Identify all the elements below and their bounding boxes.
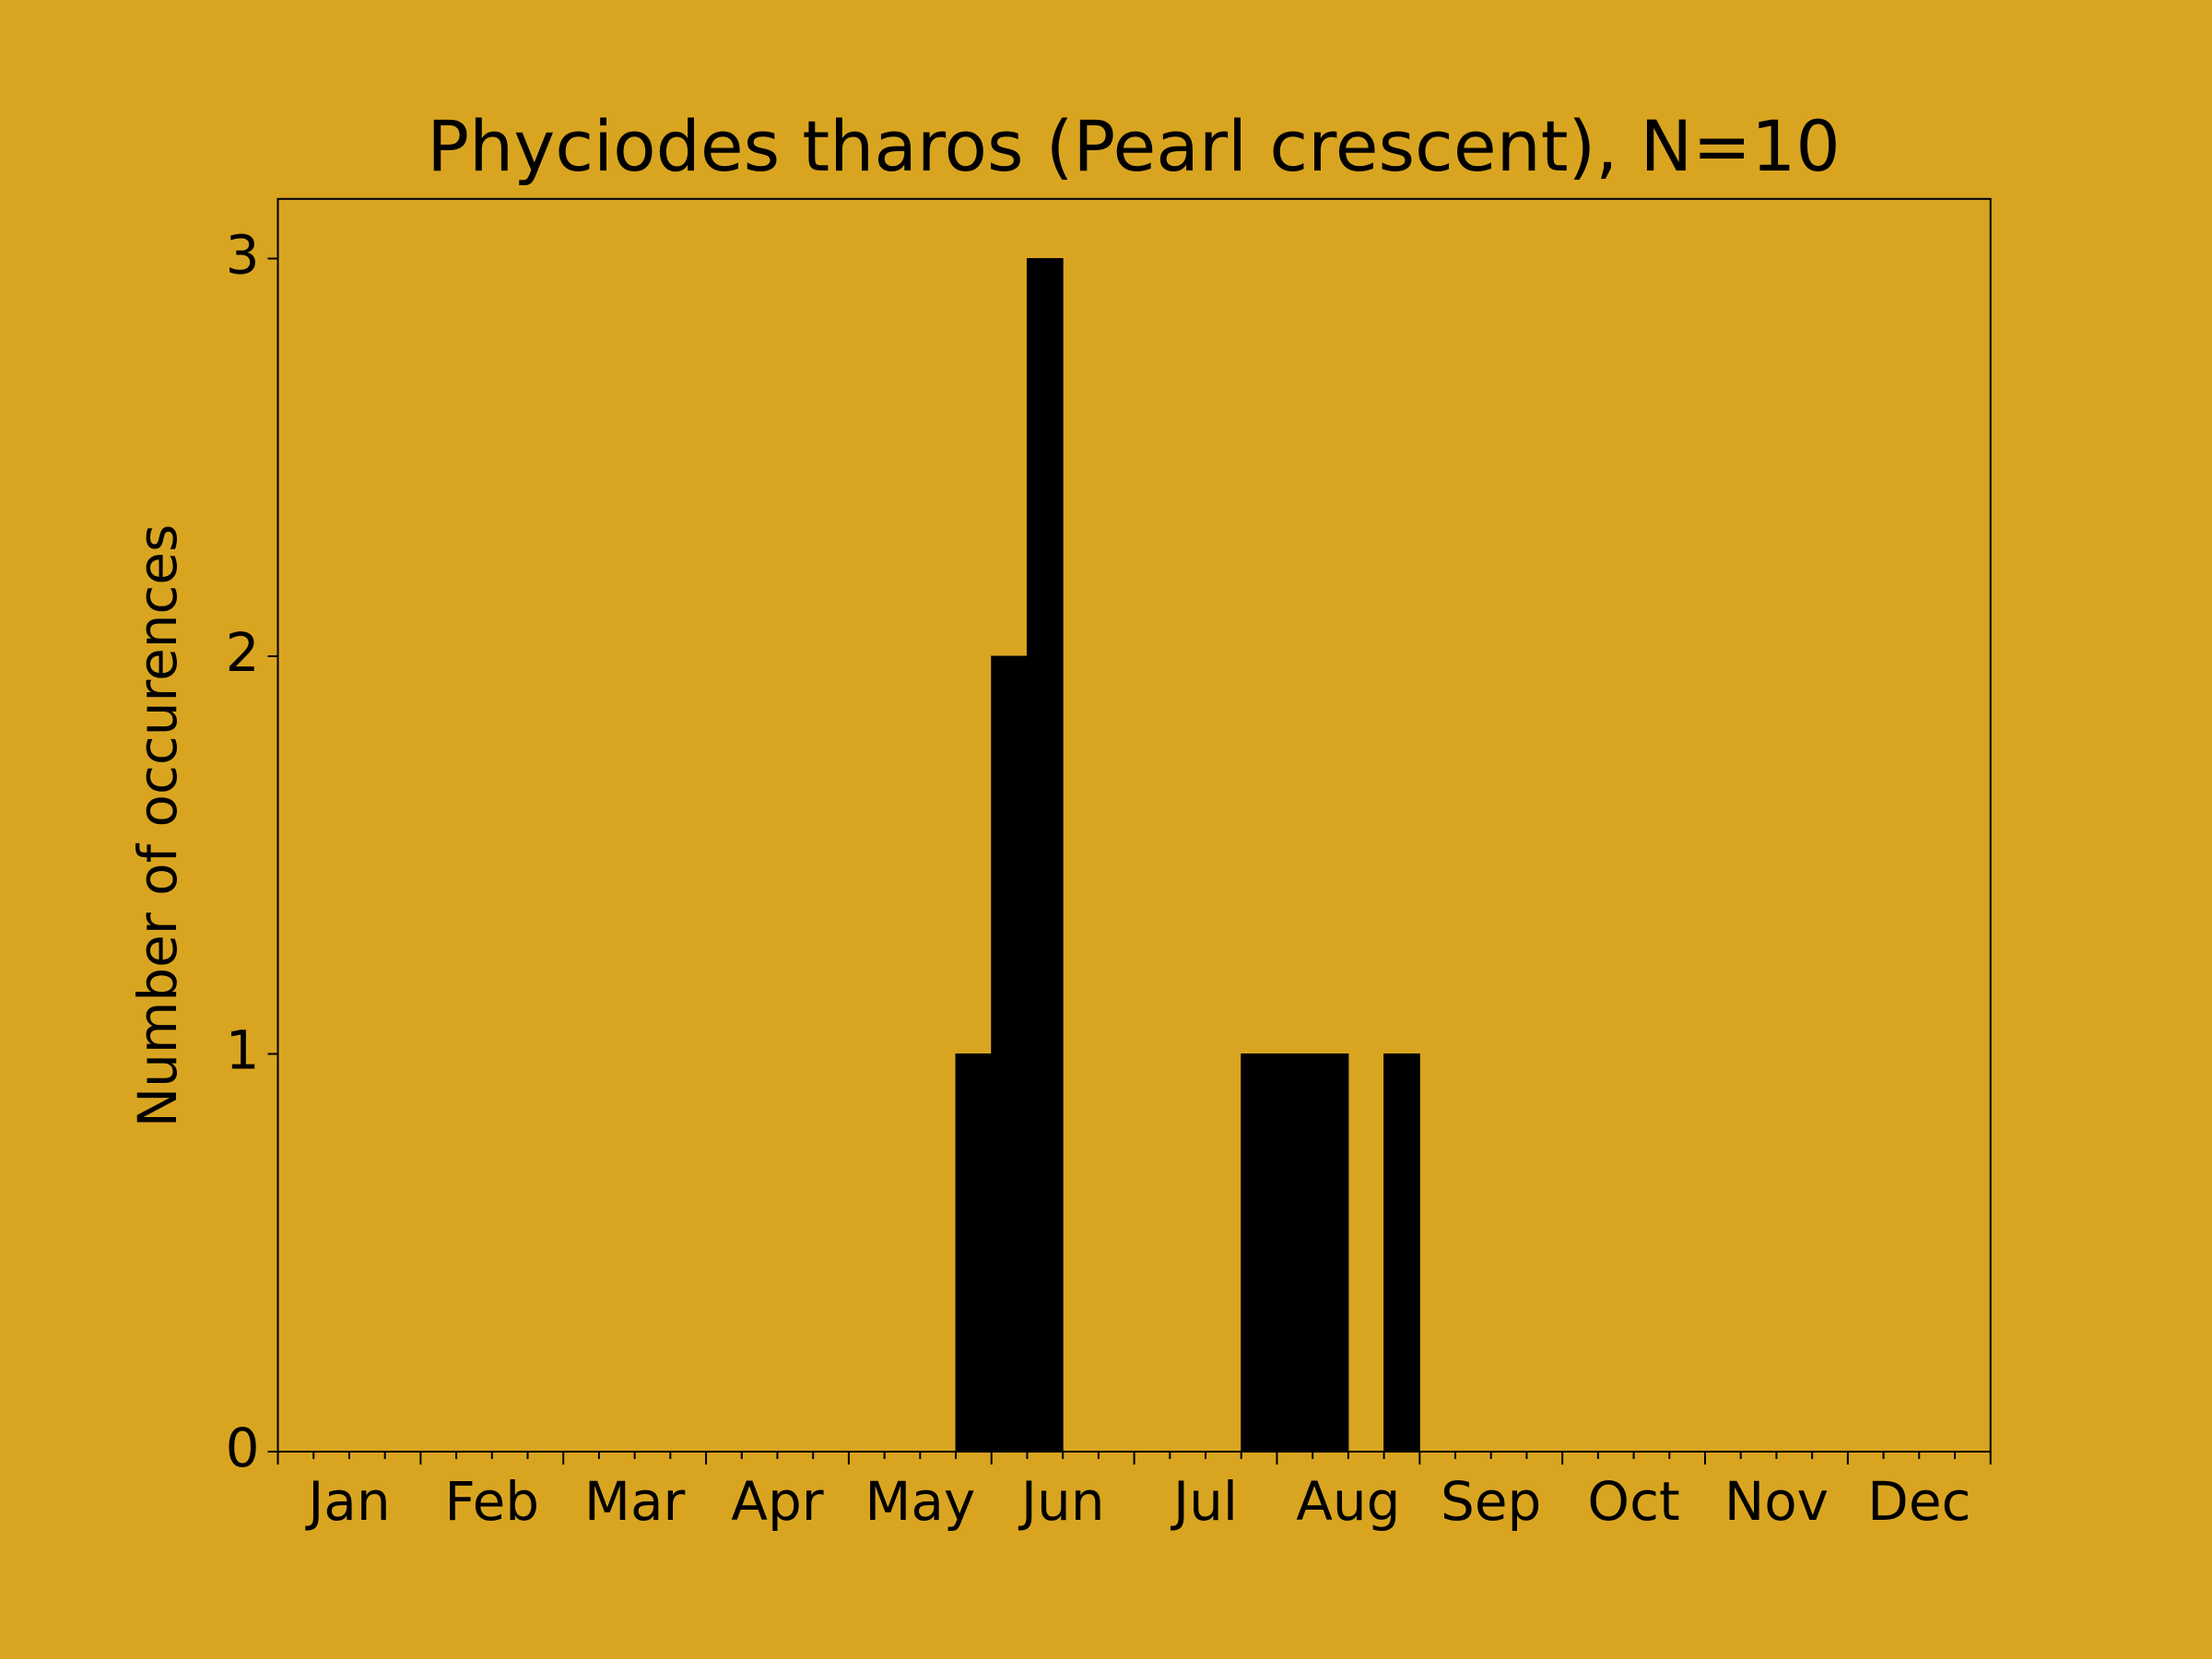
y-tick-label: 2 [226, 621, 260, 684]
x-tick-label: Feb [444, 1470, 539, 1533]
bar [991, 655, 1028, 1453]
bar [1026, 258, 1064, 1453]
x-tick-label: Jan [305, 1470, 390, 1533]
y-tick-label: 0 [226, 1417, 260, 1479]
bar [1276, 1053, 1313, 1453]
y-tick-label: 3 [226, 224, 260, 287]
x-tick-label: Sep [1441, 1470, 1541, 1533]
plot-frame [276, 197, 1992, 1453]
bar [1241, 1053, 1277, 1453]
x-tick-label: May [865, 1470, 975, 1533]
y-axis-label: Number of occurences [126, 524, 189, 1128]
x-tick-label: Apr [731, 1470, 823, 1533]
bar [1383, 1053, 1420, 1453]
y-tick-label: 1 [226, 1019, 260, 1082]
x-tick-label: Jun [1018, 1470, 1105, 1533]
chart-title: Phyciodes tharos (Pearl crescent), N=10 [427, 105, 1841, 187]
x-tick-label: Oct [1587, 1470, 1679, 1533]
x-tick-label: Nov [1724, 1470, 1829, 1533]
bar [955, 1053, 993, 1453]
bar [1312, 1053, 1349, 1453]
x-tick-label: Aug [1296, 1470, 1400, 1533]
x-tick-label: Jul [1171, 1470, 1238, 1533]
x-tick-label: Mar [584, 1470, 686, 1533]
x-tick-label: Dec [1867, 1470, 1971, 1533]
